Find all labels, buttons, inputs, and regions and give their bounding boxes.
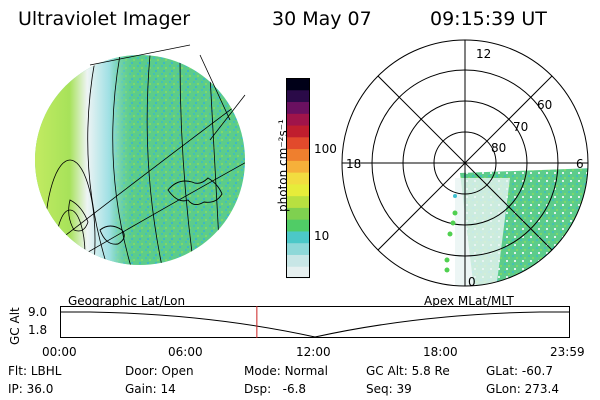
left-panel-caption: Geographic Lat/Lon [68,294,186,308]
colorbar-swatch [286,148,310,161]
colorbar-label: photon cm⁻²s⁻¹ [276,119,290,212]
altitude-xtick-3: 18:00 [423,345,458,359]
mlat-label-60: 60 [537,98,553,112]
info-gc-alt: GC Alt: 5.8 Re [366,364,450,378]
colorbar-swatch [286,254,310,267]
info-glat: GLat: -60.7 [486,364,553,378]
colorbar-swatch [286,160,310,173]
info-door: Door: Open [125,364,194,378]
colorbar-swatch [286,242,310,255]
info-glon: GLon: 273.4 [486,382,559,396]
mlt-label-6: 6 [576,157,584,171]
info-filter: Flt: LBHL [8,364,62,378]
altitude-xtick-0: 00:00 [42,345,77,359]
mlt-label-0: 0 [468,275,476,289]
colorbar [286,78,310,279]
colorbar-swatch [286,172,310,185]
colorbar-swatch [286,113,310,126]
colorbar-swatch [286,230,310,244]
altitude-ylabel: GC Alt [8,307,22,345]
info-dsp: Dsp: -6.8 [244,382,307,396]
altitude-ytick-high: 9.0 [28,305,48,319]
info-gain: Gain: 14 [125,382,176,396]
info-seq: Seq: 39 [366,382,412,396]
colorbar-swatch [286,78,310,91]
right-panel-caption: Apex MLat/MLT [424,294,514,308]
altitude-ytick-low: 1.8 [28,323,48,337]
colorbar-swatch [286,183,310,197]
colorbar-swatch [286,195,310,208]
observation-time: 09:15:39 UT [430,8,547,30]
info-mode: Mode: Normal [244,364,328,378]
colorbar-swatch [286,219,310,232]
altitude-plot [60,306,570,338]
altitude-xtick-2: 12:00 [296,345,331,359]
polar-mlat-mlt-plot [341,39,589,287]
altitude-xtick-1: 06:00 [168,345,203,359]
colorbar-swatch [286,266,310,279]
mlat-label-80: 80 [491,141,507,155]
observation-date: 30 May 07 [272,8,372,30]
colorbar-swatch [286,136,310,150]
altitude-xtick-4: 23:59 [550,345,585,359]
colorbar-swatch [286,207,310,220]
info-ip: IP: 36.0 [8,382,54,396]
colorbar-swatch [286,125,310,138]
mlt-label-12: 12 [476,47,492,61]
colorbar-tick-10: 10 [314,229,330,243]
colorbar-tick-100: 100 [314,142,337,156]
mlat-label-70: 70 [513,120,529,134]
colorbar-swatch [286,101,310,114]
mlt-label-18: 18 [346,157,362,171]
colorbar-swatch [286,89,310,103]
geographic-image [35,44,246,265]
instrument-title: Ultraviolet Imager [18,8,191,30]
